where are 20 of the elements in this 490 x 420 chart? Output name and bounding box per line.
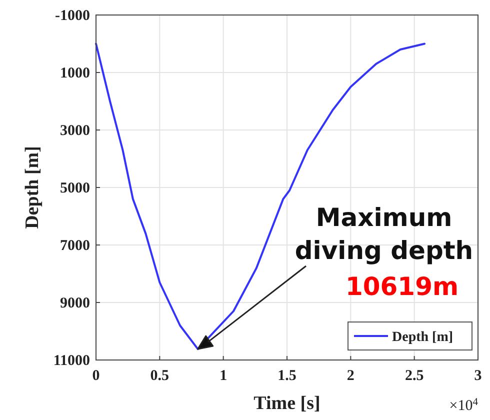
y-tick-label: -1000	[55, 8, 90, 24]
x-tick-label: 0	[92, 368, 100, 384]
y-tick-label: 1000	[60, 66, 90, 82]
y-tick-label: 11000	[53, 353, 90, 369]
legend-label: Depth [m]	[392, 330, 454, 345]
x-tick-label: 2.5	[404, 368, 424, 384]
x-tick-label: 1.5	[278, 368, 296, 384]
text: ×10$^{4}$	[449, 396, 479, 414]
y-tick-label: 7000	[60, 238, 90, 254]
y-tick-label: 5000	[60, 180, 90, 196]
x-tick-label: 2	[346, 368, 354, 384]
x-tick-label: 0.5	[150, 368, 170, 384]
annotation: 10619m	[345, 272, 459, 301]
y-tick-label: 3000	[60, 123, 90, 139]
x-tick-label: 3	[474, 368, 482, 384]
annotation: Maximum diving depth	[294, 203, 474, 265]
x-tick-label: 1	[220, 368, 228, 384]
x-axis-title: Time [s]	[254, 393, 320, 414]
y-tick-label: 9000	[60, 296, 90, 312]
y-axis-title: Depth [m]	[22, 146, 43, 229]
